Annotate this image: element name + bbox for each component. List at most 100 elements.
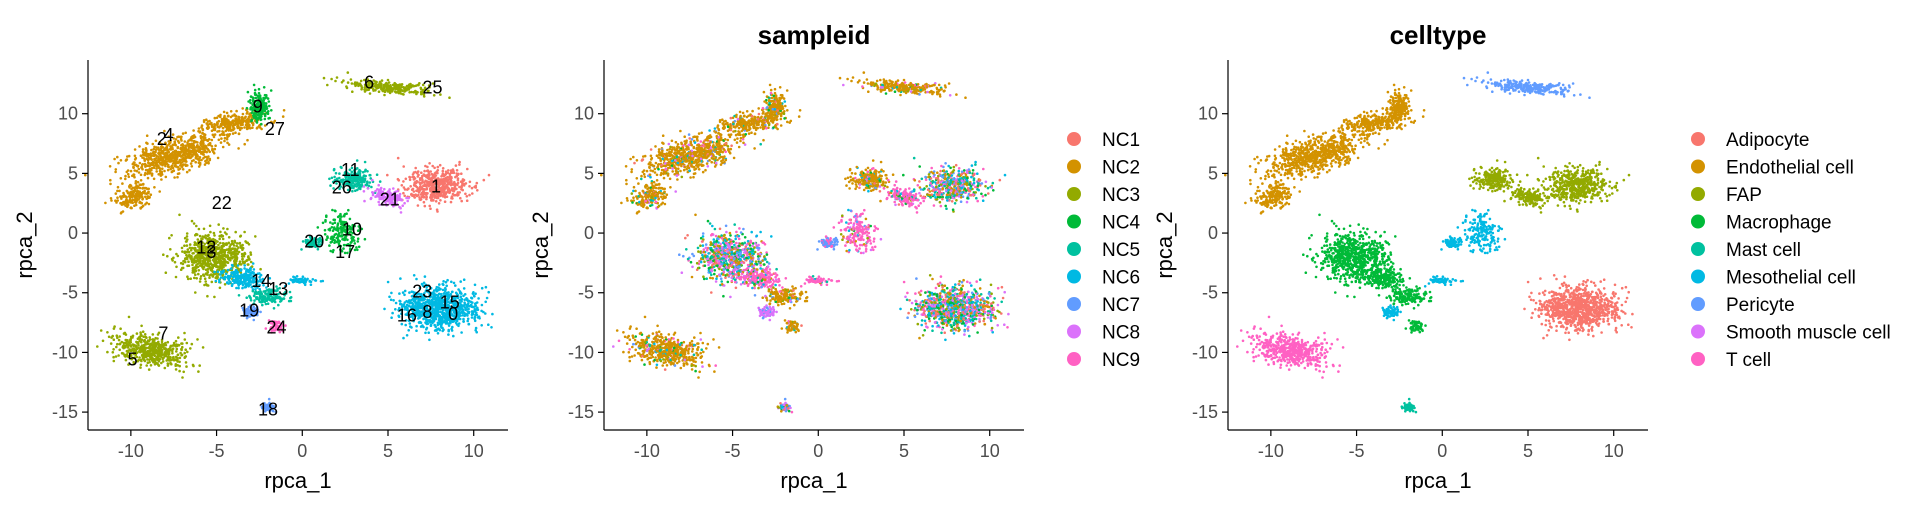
cell-point	[441, 195, 445, 198]
cell-point	[199, 275, 203, 278]
cell-point	[376, 83, 379, 87]
cell-point	[126, 169, 130, 172]
cell-point	[355, 179, 359, 183]
cell-point	[229, 259, 232, 262]
cell-point	[473, 315, 477, 319]
cell-point	[411, 175, 414, 179]
cell-point	[195, 144, 199, 148]
cell-point	[198, 161, 202, 165]
cell-point	[115, 201, 118, 204]
cell-point	[465, 305, 469, 309]
cell-point	[447, 176, 450, 179]
cell-point	[412, 84, 416, 88]
cell-point	[146, 195, 150, 198]
cell-point	[389, 87, 393, 91]
cell-point	[421, 178, 424, 182]
cell-point	[288, 290, 292, 294]
cell-point	[185, 253, 188, 257]
cell-point	[336, 223, 340, 227]
cell-point	[213, 124, 216, 128]
cell-point	[363, 160, 367, 164]
cell-point	[178, 213, 181, 217]
cell-point	[389, 298, 393, 302]
cell-point	[146, 142, 149, 145]
cell-point	[279, 300, 282, 303]
cell-point	[243, 142, 246, 146]
cell-point	[169, 248, 172, 251]
cell-point	[152, 147, 156, 151]
cell-point	[217, 247, 221, 250]
cell-point	[399, 300, 402, 303]
cell-point	[264, 298, 267, 302]
cell-point	[435, 170, 439, 173]
cell-point	[392, 299, 395, 302]
cell-point	[172, 137, 175, 140]
cell-point	[244, 279, 248, 282]
cell-point	[388, 295, 391, 299]
cell-point	[133, 169, 136, 172]
cell-point	[176, 165, 179, 169]
cell-point	[181, 153, 185, 156]
cell-point	[356, 240, 360, 243]
cell-point	[169, 141, 172, 144]
cell-point	[235, 281, 238, 284]
cell-point	[250, 119, 253, 123]
cell-point	[452, 183, 456, 186]
cell-point	[262, 86, 266, 89]
cell-point	[432, 318, 436, 322]
cell-point	[179, 261, 183, 265]
cell-point	[438, 319, 442, 323]
cell-point	[145, 149, 148, 152]
cell-point	[185, 170, 189, 174]
cell-point	[219, 276, 223, 279]
cell-point	[397, 179, 401, 182]
cell-point	[116, 196, 119, 199]
cell-point	[371, 178, 374, 182]
cell-point	[209, 273, 213, 276]
cell-point	[379, 86, 383, 89]
cell-point	[230, 239, 234, 243]
cell-point	[227, 236, 231, 239]
cell-point	[126, 202, 129, 205]
cell-point	[125, 190, 129, 193]
cell-point	[415, 329, 418, 333]
cell-point	[466, 319, 470, 323]
cell-point	[247, 278, 251, 282]
cell-point	[218, 280, 221, 284]
cell-point	[399, 277, 402, 280]
cell-point	[433, 313, 437, 316]
cell-point	[373, 84, 377, 88]
cell-point	[241, 283, 245, 287]
cell-point	[158, 169, 162, 173]
cell-point	[346, 71, 350, 74]
cell-point	[160, 178, 163, 181]
cell-point	[247, 263, 250, 266]
cell-point	[141, 167, 144, 171]
cell-point	[236, 120, 240, 123]
cell-point	[221, 126, 225, 130]
cell-point	[401, 291, 405, 294]
cell-point	[460, 188, 463, 191]
cell-point	[334, 171, 338, 175]
cell-point	[141, 190, 145, 194]
cell-point	[408, 178, 412, 182]
cell-point	[402, 180, 405, 183]
cell-point	[447, 182, 451, 186]
cell-point	[189, 138, 193, 142]
cell-point	[134, 180, 138, 183]
cell-point	[427, 331, 431, 335]
cell-point	[289, 278, 293, 281]
cell-point	[243, 230, 246, 234]
cell-point	[190, 257, 193, 261]
cell-point	[462, 317, 465, 321]
cell-point	[197, 227, 201, 231]
cell-point	[132, 173, 136, 177]
cell-point	[142, 182, 145, 186]
cell-point	[226, 227, 229, 231]
cell-point	[264, 292, 267, 295]
cell-point	[143, 173, 147, 177]
cell-point	[154, 164, 158, 167]
cell-point	[219, 113, 222, 117]
cell-point	[145, 134, 149, 137]
cell-point	[478, 317, 481, 320]
